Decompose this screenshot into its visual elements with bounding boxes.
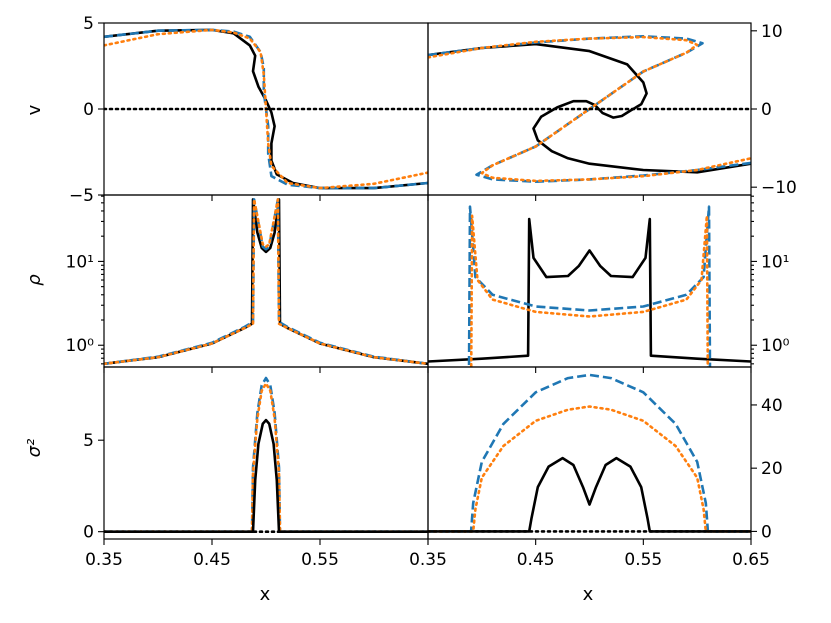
series-dotted-line-2: [104, 198, 428, 366]
x-tick-label: 0.35: [409, 550, 447, 570]
panel-sigma-left: 0 5 0.35 0.45 0.55: [83, 366, 429, 570]
series-dashed-line-1: [467, 205, 712, 367]
y-tick-label: 10: [761, 22, 783, 42]
y-tick-label: 0: [83, 523, 94, 543]
series-solid-line-0: [104, 198, 428, 366]
series-group: [104, 198, 428, 366]
plot-frame: [427, 366, 752, 540]
y-tick-label: −10: [761, 178, 797, 198]
series-dashed-line-1: [104, 376, 428, 533]
x-tick-label: 0.65: [732, 550, 770, 570]
y-tick-label: 0: [761, 100, 772, 120]
xlabel-left: x: [260, 584, 271, 605]
panel-rho-right: 10⁰ 10¹: [427, 194, 790, 373]
y-tick-label: 10¹: [761, 252, 789, 272]
series-solid-line-3: [428, 456, 751, 533]
x-tick-label: 0.35: [85, 550, 123, 570]
y-tick-label: 0: [761, 522, 772, 542]
series-group: [428, 205, 751, 367]
series-solid-line-0: [428, 217, 751, 363]
y-tick-label: 0: [83, 100, 94, 120]
y-tick-label: 5: [83, 431, 94, 451]
plot-frame: [427, 194, 752, 368]
x-tick-label: 0.55: [301, 550, 339, 570]
plot-frame: [103, 194, 429, 368]
y-tick-label: 10⁰: [761, 336, 790, 356]
y-tick-label: 20: [761, 459, 783, 479]
series-group: [104, 28, 428, 190]
series-group: [428, 35, 751, 183]
series-dashed-line-1: [104, 198, 428, 366]
y-tick-label: 10⁰: [66, 336, 95, 356]
series-group: [428, 373, 751, 533]
y-tick-label: 40: [761, 396, 783, 416]
series-dotted-line-2: [469, 214, 710, 367]
ylabel-sigma: σ²: [24, 439, 45, 458]
panel-sigma-right: 0 20 40 0.35 0.45 0.55 0.65: [409, 366, 783, 570]
series-dashed-line-1: [428, 373, 751, 533]
series-dotted-line-2: [104, 28, 428, 190]
series-solid-line-3: [104, 418, 428, 533]
xlabel-right: x: [583, 584, 594, 605]
ylabel-v: v: [24, 104, 45, 115]
panel-rho-left: 10⁰ 10¹: [66, 194, 429, 373]
panel-v-left: −5 0 5: [69, 14, 429, 206]
x-tick-label: 0.55: [624, 550, 662, 570]
y-tick-label: −5: [69, 186, 94, 206]
x-tick-label: 0.45: [517, 550, 555, 570]
y-tick-label: 10¹: [66, 252, 94, 272]
x-tick-label: 0.45: [193, 550, 231, 570]
series-dotted-line-2: [104, 382, 428, 533]
series-group: [104, 376, 428, 533]
y-tick-label: 5: [83, 14, 94, 34]
series-dotted-line-2: [428, 405, 751, 533]
plot-frame: [103, 366, 429, 540]
panel-v-right: −10 0 10: [427, 22, 797, 201]
ylabel-rho: ρ: [24, 274, 45, 286]
